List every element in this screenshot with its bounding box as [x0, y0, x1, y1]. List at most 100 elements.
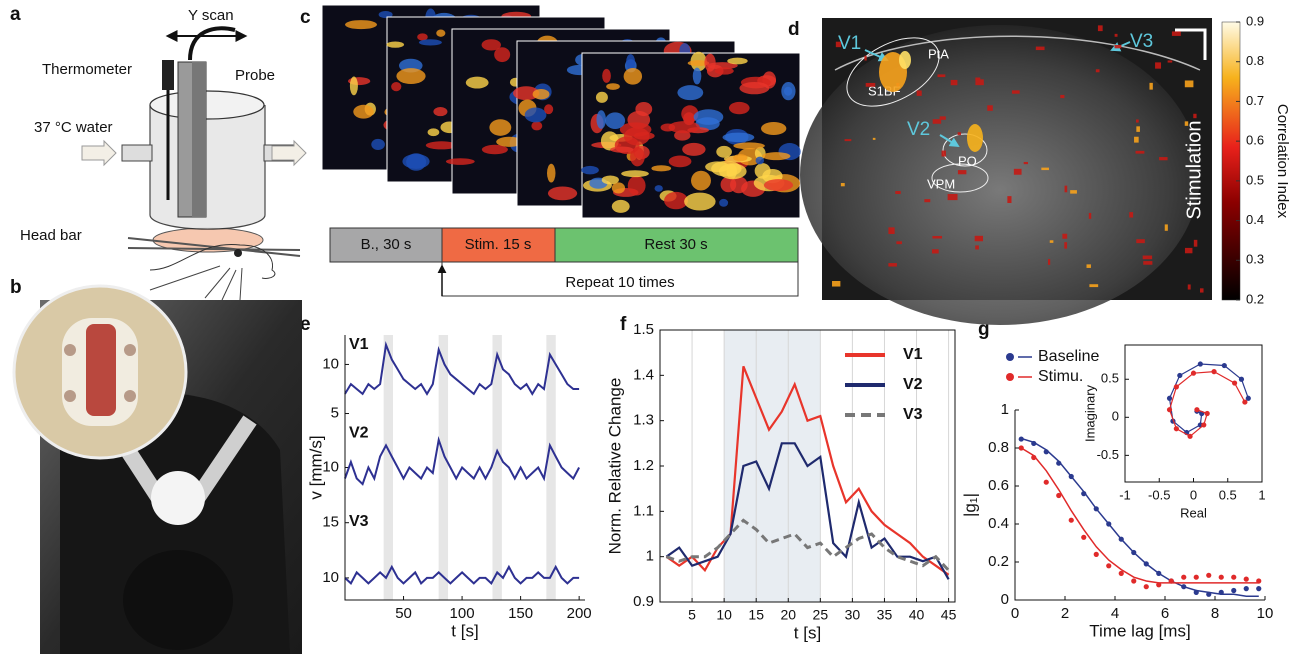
- head-bar-label: Head bar: [20, 227, 82, 244]
- heat-blob: [623, 127, 650, 146]
- data-point: [1156, 582, 1162, 588]
- heat-blob: [623, 67, 643, 85]
- heat-blob: [668, 155, 692, 168]
- hot-spot: [1064, 185, 1068, 193]
- hot-spot: [1193, 239, 1198, 247]
- x-tick-label: 35: [877, 607, 893, 623]
- hot-spot: [888, 227, 895, 234]
- hot-spot: [1035, 46, 1045, 51]
- y-axis-label: Norm. Relative Change: [605, 378, 624, 555]
- hot-spot: [1142, 255, 1153, 260]
- data-point: [1131, 578, 1137, 584]
- legend-label: V1: [903, 346, 923, 363]
- data-point: [1056, 492, 1062, 499]
- x-tick-label: 0: [1011, 605, 1019, 622]
- y-tick-label: 1.1: [633, 502, 654, 519]
- legend-label: Baseline: [1038, 348, 1099, 365]
- protocol-bar: B., 30 s Stim. 15 s Rest 30 s Repeat 10 …: [329, 227, 799, 297]
- data-point: [1206, 572, 1212, 578]
- probe-label: Probe: [235, 67, 275, 84]
- data-point: [1201, 422, 1207, 428]
- panel-label: f: [620, 314, 627, 335]
- hot-spot: [1062, 233, 1068, 239]
- data-point: [1238, 376, 1245, 382]
- x-tick-label: 25: [813, 607, 829, 623]
- heat-blob: [605, 112, 626, 129]
- heat-blob: [524, 107, 547, 123]
- heat-blob: [716, 145, 732, 158]
- heat-blob: [654, 185, 663, 192]
- y-tick-label: 1: [646, 548, 654, 565]
- legend-marker: [1006, 353, 1014, 361]
- hot-spot: [1171, 31, 1181, 36]
- heat-blob: [418, 39, 442, 46]
- data-point: [1131, 549, 1137, 556]
- data-point: [1043, 449, 1049, 455]
- y-axis-label: |g₁|: [960, 493, 979, 517]
- hot-spot: [1095, 69, 1100, 73]
- heat-blob: [353, 104, 374, 119]
- hot-spot: [1136, 239, 1145, 244]
- trace: [344, 564, 580, 586]
- hot-spot: [932, 235, 943, 239]
- y-tick-label: 1.5: [633, 321, 654, 338]
- data-point: [1211, 369, 1217, 375]
- data-point: [1173, 384, 1179, 390]
- heat-blob: [668, 121, 700, 134]
- stimulus-shade: [438, 335, 449, 600]
- heat-blob: [755, 156, 765, 165]
- panel-label: g: [978, 319, 990, 340]
- panel-label: c: [300, 7, 311, 28]
- heat-blob: [611, 182, 626, 194]
- data-point: [1018, 445, 1024, 451]
- heat-blob: [684, 192, 716, 211]
- correlation-map: V1 V3 V2 PtA S1BF PO VPM Stimulation Cor…: [800, 18, 1291, 325]
- y-tick-label: 0: [1001, 591, 1009, 608]
- data-point: [1143, 584, 1149, 590]
- data-point: [1093, 506, 1099, 512]
- heat-blob: [581, 165, 599, 175]
- x-tick-label: 150: [508, 605, 533, 622]
- data-point: [1143, 561, 1149, 567]
- heat-blob: [481, 39, 501, 51]
- colorbar-tick-label: 0.5: [1246, 172, 1264, 187]
- hot-spot: [899, 51, 911, 69]
- data-point: [1043, 479, 1049, 485]
- series-line: [665, 365, 950, 576]
- hot-spot: [916, 90, 922, 96]
- hot-spot: [844, 139, 852, 142]
- y-tick-label: 1: [1001, 401, 1009, 418]
- hot-spot: [888, 263, 897, 267]
- y-tick-label: -0.5: [1097, 447, 1119, 462]
- hot-spot: [941, 150, 946, 157]
- data-point: [1056, 460, 1062, 466]
- data-point: [1173, 426, 1179, 432]
- axis-line: [344, 335, 585, 601]
- x-tick-label: 0.5: [1219, 487, 1237, 502]
- x-tick-label: 100: [450, 605, 475, 622]
- hot-spot: [835, 41, 841, 48]
- heat-blob: [739, 81, 770, 95]
- hot-spot: [957, 170, 967, 175]
- x-tick-label: 10: [716, 607, 732, 623]
- heat-blob: [651, 165, 672, 172]
- hot-spot: [1135, 150, 1145, 154]
- heat-blob: [531, 121, 543, 131]
- colorbar-tick-label: 0.9: [1246, 13, 1264, 28]
- hot-spot: [1155, 62, 1162, 69]
- hot-spot: [1184, 121, 1189, 126]
- x-tick-label: 15: [748, 607, 764, 623]
- data-point: [1243, 586, 1249, 592]
- x-tick-label: 200: [567, 605, 592, 622]
- y-tick-label: 1.3: [633, 412, 654, 429]
- y-tick-label: 0.2: [988, 553, 1009, 570]
- image-stack: [321, 4, 801, 219]
- region-label: PtA: [928, 46, 949, 61]
- x-tick-label: 10: [1257, 605, 1274, 622]
- panel-label: b: [10, 277, 22, 298]
- data-point: [1231, 587, 1237, 594]
- colorbar-tick-label: 0.3: [1246, 252, 1264, 267]
- data-point: [1031, 454, 1037, 461]
- hot-spot: [1134, 136, 1139, 143]
